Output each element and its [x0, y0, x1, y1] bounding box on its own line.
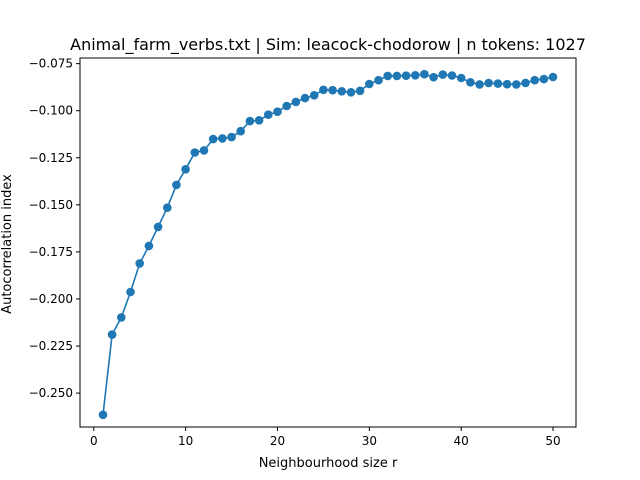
data-point	[383, 71, 393, 81]
data-point	[181, 165, 190, 174]
y-tick-label: −0.200	[29, 292, 73, 306]
x-tick-label: 50	[545, 434, 560, 448]
data-point	[163, 203, 172, 212]
data-point	[273, 107, 282, 116]
data-point	[447, 71, 457, 80]
data-point	[236, 126, 245, 136]
data-point	[144, 241, 154, 251]
data-point	[521, 78, 530, 88]
data-point	[245, 116, 255, 126]
x-tick-label: 0	[90, 434, 98, 448]
x-tick-label: 30	[362, 434, 377, 448]
data-point	[484, 78, 494, 88]
data-point	[337, 87, 347, 96]
data-point	[365, 79, 374, 89]
data-point	[319, 85, 328, 95]
y-tick-label: −0.250	[29, 386, 73, 400]
data-point	[346, 88, 356, 97]
y-tick-label: −0.225	[29, 339, 73, 353]
x-tick-label: 10	[178, 434, 193, 448]
data-point	[456, 73, 466, 83]
data-point	[539, 74, 549, 84]
data-point	[208, 134, 218, 144]
data-point	[475, 80, 484, 89]
x-tick-label: 20	[270, 434, 285, 448]
data-point	[117, 313, 126, 322]
data-point	[401, 71, 411, 80]
data-point	[411, 71, 420, 80]
y-tick-label: −0.100	[29, 104, 73, 118]
data-point	[300, 93, 310, 103]
data-point	[438, 70, 448, 79]
x-axis-label: Neighbourhood size r	[259, 456, 398, 471]
data-point	[512, 80, 521, 89]
plot-area: 0 10 20 30 40 50 −0.250 −0.225 −0.200 −0.175 −0.15…	[29, 57, 577, 448]
data-point	[466, 78, 475, 87]
y-tick-label: −0.125	[29, 151, 73, 165]
data-point	[126, 287, 135, 297]
data-point	[530, 75, 539, 85]
data-point	[420, 69, 429, 79]
y-axis-label: Autocorrelation index	[0, 174, 15, 314]
chart-title: Animal_farm_verbs.txt | Sim: leacock-cho…	[70, 35, 586, 55]
data-point	[98, 410, 108, 420]
y-tick-label: −0.175	[29, 245, 73, 259]
data-point	[374, 75, 383, 85]
data-point	[190, 148, 200, 157]
y-tick-label: −0.075	[29, 57, 73, 71]
data-point	[153, 222, 163, 232]
data-point	[107, 330, 117, 339]
data-point	[328, 85, 337, 95]
data-point	[282, 101, 292, 111]
data-point	[355, 86, 365, 96]
data-point	[392, 71, 402, 81]
data-point	[218, 134, 227, 143]
data-point	[172, 180, 181, 190]
data-point	[254, 116, 264, 125]
data-point	[309, 91, 319, 100]
data-point	[227, 132, 236, 142]
data-point	[199, 146, 209, 155]
data-point	[493, 79, 503, 88]
axes-frame	[79, 57, 577, 428]
data-point	[548, 72, 558, 82]
x-tick-label: 40	[454, 434, 469, 448]
data-point	[429, 72, 438, 82]
data-point	[264, 110, 273, 119]
data-point	[502, 79, 512, 89]
y-tick-label: −0.150	[29, 198, 73, 212]
data-point	[135, 259, 144, 268]
data-point	[291, 97, 301, 107]
